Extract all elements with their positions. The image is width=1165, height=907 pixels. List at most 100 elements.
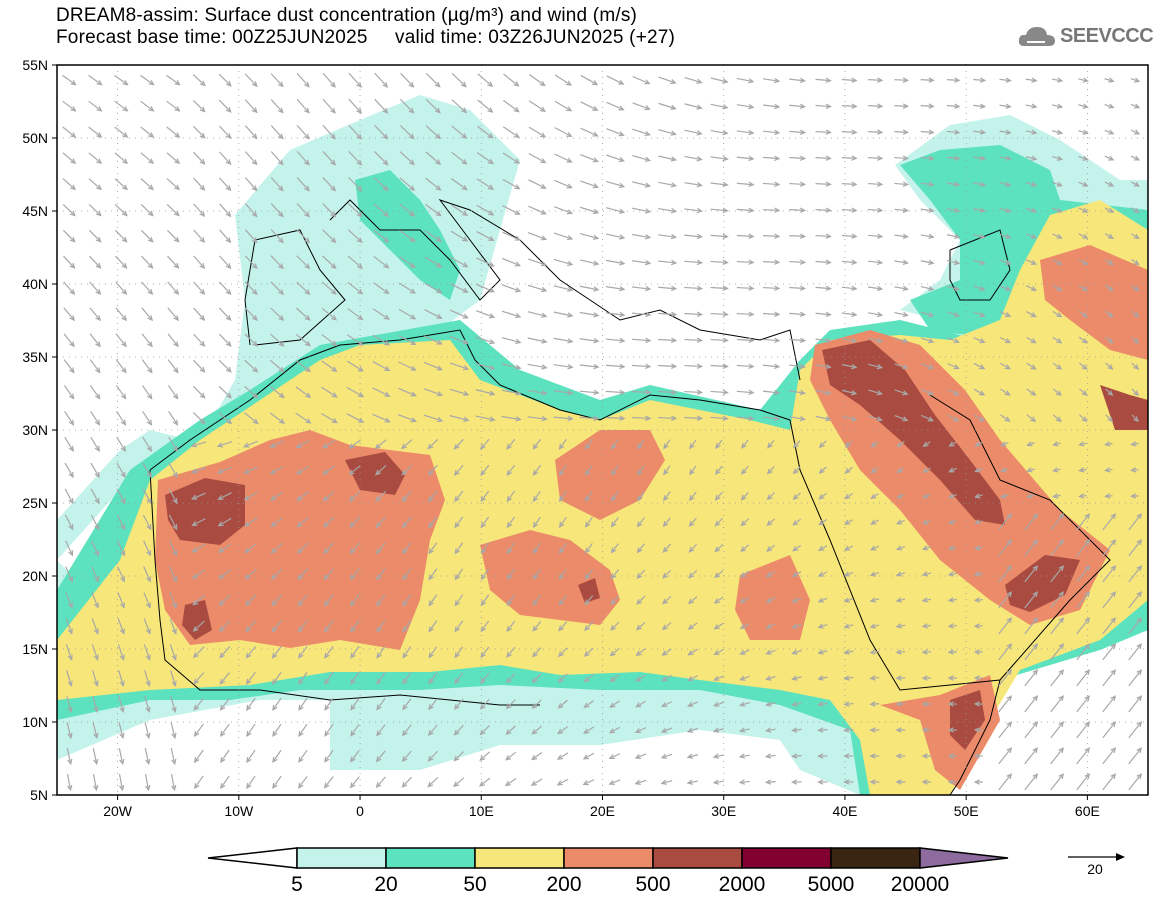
wind-arrow — [974, 441, 983, 447]
wind-arrow — [219, 697, 230, 711]
wind-arrow — [557, 699, 568, 709]
wind-arrow — [843, 623, 854, 629]
wind-arrow — [687, 622, 698, 630]
wind-arrow — [843, 571, 854, 577]
wind-arrow — [506, 490, 516, 503]
wind-arrow — [557, 726, 569, 735]
wind-arrow — [948, 467, 957, 473]
wind-arrow — [765, 623, 776, 629]
wind-arrow — [998, 721, 1013, 739]
wind-arrow — [558, 464, 567, 476]
wind-arrow — [402, 672, 412, 685]
lat-label: 10N — [22, 714, 48, 730]
wind-arrow — [948, 493, 957, 499]
wind-arrow — [1128, 591, 1143, 609]
wind-arrow — [506, 438, 516, 450]
wind-arrow — [505, 699, 516, 710]
wind-arrow — [216, 466, 232, 474]
wind-arrow — [791, 623, 802, 629]
wind-arrow — [217, 543, 232, 553]
wind-arrow — [453, 724, 464, 736]
wind-arrow — [346, 413, 365, 423]
wind-arrow — [1078, 493, 1087, 499]
wind-arrow — [475, 310, 496, 319]
wind-arrow — [451, 73, 467, 88]
wind-arrow — [527, 311, 548, 318]
wind-reference-label: 20 — [1087, 861, 1103, 877]
wind-arrow — [765, 675, 776, 681]
wind-arrow — [63, 359, 75, 374]
wind-arrow — [920, 389, 935, 396]
wind-arrow — [662, 491, 671, 502]
wind-arrow — [527, 284, 548, 293]
wind-arrow — [218, 333, 232, 347]
wind-arrow — [1025, 181, 1038, 187]
wind-arrow — [710, 233, 729, 240]
wind-arrow — [553, 364, 574, 370]
wind-arrow — [789, 259, 807, 265]
wind-arrow — [271, 594, 283, 607]
wind-arrow — [193, 697, 205, 711]
wind-arrow — [946, 77, 961, 83]
wind-arrow — [220, 775, 230, 790]
wind-arrow — [894, 155, 910, 161]
wind-arrow — [272, 749, 282, 764]
wind-arrow — [736, 103, 755, 110]
wind-arrow — [662, 569, 672, 579]
wind-arrow — [817, 649, 828, 655]
wind-arrow — [116, 436, 126, 452]
wind-arrow — [869, 779, 880, 785]
wind-arrow — [1050, 513, 1065, 531]
wind-arrow — [270, 281, 285, 296]
wind-arrow — [1050, 721, 1065, 739]
wind-arrow — [143, 540, 152, 557]
wind-arrow — [789, 181, 807, 187]
wind-arrow — [609, 647, 620, 657]
wind-arrow — [583, 673, 594, 683]
wind-arrow — [402, 542, 412, 555]
wind-arrow — [815, 285, 832, 291]
wind-arrow — [298, 645, 308, 659]
wind-arrow — [376, 594, 386, 607]
wind-arrow — [1024, 773, 1039, 791]
wind-arrow — [218, 568, 232, 580]
wind-arrow — [192, 646, 205, 659]
wind-arrow — [169, 618, 177, 635]
wind-arrow — [88, 74, 103, 86]
wind-arrow — [579, 259, 600, 266]
wind-arrow — [1130, 181, 1140, 187]
wind-arrow — [1078, 233, 1089, 239]
wind-arrow — [947, 337, 960, 344]
wind-arrow — [843, 779, 854, 785]
wind-arrow — [296, 98, 310, 114]
wind-arrow — [141, 281, 154, 296]
wind-arrow — [791, 649, 802, 655]
wind-arrow — [713, 596, 724, 604]
wind-arrow — [295, 412, 312, 424]
colorbar-swatch — [563, 847, 654, 869]
dust-level-500-mauritania — [165, 478, 245, 545]
wind-arrow — [579, 363, 600, 370]
wind-arrow — [424, 282, 443, 294]
wind-arrow — [144, 748, 151, 766]
wind-arrow — [766, 518, 775, 527]
wind-arrow — [193, 359, 206, 373]
wind-arrow — [792, 492, 801, 500]
wind-arrow — [116, 488, 126, 505]
wind-arrow — [372, 361, 391, 372]
wind-arrow — [1102, 695, 1117, 713]
wind-arrow — [398, 256, 416, 269]
wind-arrow — [973, 103, 987, 109]
lon-label: 10W — [224, 803, 254, 819]
wind-arrow — [219, 151, 232, 166]
wind-arrow — [894, 363, 909, 370]
wind-arrow — [582, 779, 595, 786]
wind-arrow — [166, 74, 181, 86]
wind-arrow — [740, 465, 749, 475]
wind-arrow — [762, 207, 781, 213]
wind-arrow — [192, 594, 206, 606]
wind-arrow — [115, 359, 127, 374]
colorbar-swatch — [830, 847, 921, 869]
lat-label: 5N — [30, 787, 48, 803]
wind-arrow — [453, 464, 464, 476]
